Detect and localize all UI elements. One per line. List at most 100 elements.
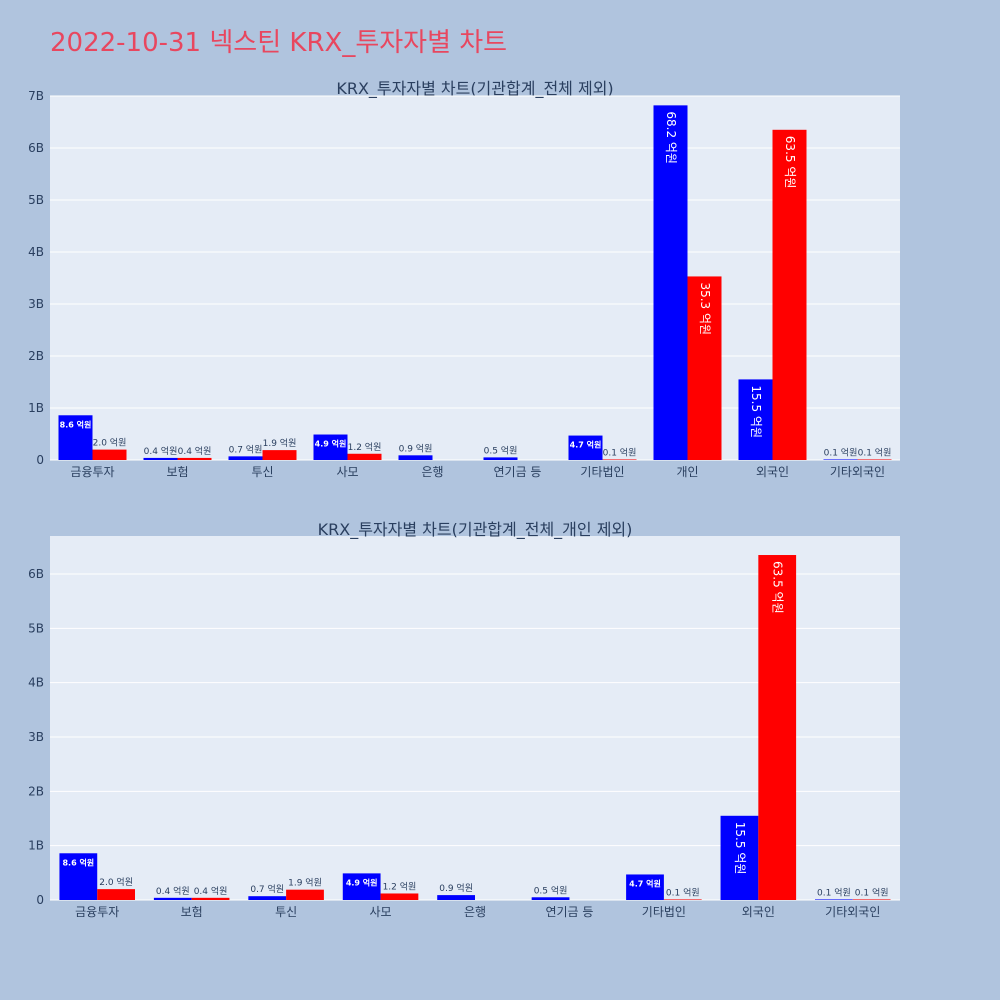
- data-label: 0.1 억원: [855, 886, 889, 898]
- bar-buy: [568, 435, 603, 460]
- data-label: 0.1 억원: [603, 446, 637, 458]
- data-label: 1.9 억원: [263, 437, 297, 449]
- bar-buy: [58, 415, 93, 460]
- data-label: 1.9 억원: [288, 877, 322, 889]
- x-tick-label: 금융투자: [75, 905, 119, 919]
- bar-buy: [738, 379, 773, 460]
- bar-buy: [823, 459, 858, 460]
- data-label: 1.2 억원: [383, 880, 417, 892]
- x-tick-label: 연기금 등: [494, 465, 542, 479]
- data-label: 4.9 억원: [315, 439, 347, 449]
- data-label: 0.7 억원: [250, 883, 284, 895]
- data-label: 0.1 억원: [858, 446, 892, 458]
- x-tick-label: 기타외국인: [830, 465, 885, 479]
- data-label: 1.2 억원: [348, 441, 382, 453]
- data-label: 4.7 억원: [629, 878, 661, 888]
- bar-buy: [815, 899, 853, 900]
- x-tick-label: 기타외국인: [825, 905, 880, 919]
- bar-buy: [313, 434, 348, 460]
- data-label: 0.4 억원: [194, 885, 228, 897]
- y-tick-label: 3B: [28, 297, 44, 311]
- data-label: 63.5 억원: [771, 561, 785, 614]
- x-tick-label: 은행: [421, 464, 443, 479]
- x-tick-label: 사모: [370, 905, 392, 919]
- data-label: 0.1 억원: [824, 446, 858, 458]
- x-tick-label: 투신: [251, 465, 273, 479]
- bar-sell: [177, 457, 212, 460]
- data-label: 0.5 억원: [484, 444, 518, 456]
- bar-sell: [602, 459, 637, 460]
- y-tick-label: 5B: [28, 621, 44, 635]
- data-label: 2.0 억원: [99, 876, 133, 888]
- x-tick-label: 투신: [275, 905, 297, 919]
- y-tick-label: 4B: [28, 676, 44, 690]
- bar-buy: [248, 896, 287, 900]
- y-tick-label: 6B: [28, 141, 44, 155]
- bar-buy: [653, 105, 688, 461]
- data-label: 63.5 억원: [783, 136, 797, 189]
- data-label: 0.5 억원: [534, 884, 568, 896]
- bar-buy: [228, 456, 263, 460]
- y-tick-label: 0: [36, 453, 44, 467]
- page-title: 2022-10-31 넥스틴 KRX_투자자별 차트: [50, 28, 508, 58]
- chart-title: KRX_투자자별 차트(기관합계_전체 제외): [336, 79, 613, 99]
- y-tick-label: 2B: [28, 784, 44, 798]
- bar-sell: [772, 129, 807, 461]
- bar-sell: [852, 899, 891, 900]
- data-label: 0.9 억원: [399, 442, 433, 454]
- y-tick-label: 5B: [28, 193, 44, 207]
- bar-sell: [663, 899, 702, 900]
- data-label: 35.3 억원: [698, 282, 712, 335]
- data-label: 0.4 억원: [178, 445, 212, 457]
- data-label: 4.9 억원: [346, 877, 378, 887]
- bar-buy: [342, 873, 381, 900]
- bar-buy: [143, 457, 178, 460]
- bar-buy: [720, 815, 759, 900]
- x-tick-label: 보험: [166, 465, 188, 479]
- bar-sell: [286, 889, 324, 900]
- data-label: 8.6 억원: [60, 419, 92, 429]
- data-label: 68.2 억원: [664, 111, 678, 164]
- bar-sell: [758, 555, 797, 900]
- bar-sell: [92, 449, 127, 460]
- data-label: 2.0 억원: [93, 437, 127, 449]
- data-label: 0.9 억원: [439, 882, 473, 894]
- y-tick-label: 4B: [28, 245, 44, 259]
- x-tick-label: 금융투자: [70, 465, 114, 479]
- bar-sell: [262, 450, 297, 460]
- y-tick-label: 0: [36, 893, 44, 907]
- x-tick-label: 외국인: [756, 465, 789, 479]
- y-tick-label: 3B: [28, 730, 44, 744]
- bar-buy: [483, 457, 518, 460]
- data-label: 15.5 억원: [733, 822, 747, 875]
- y-tick-label: 1B: [28, 401, 44, 415]
- data-label: 15.5 억원: [749, 385, 763, 438]
- y-tick-label: 7B: [28, 89, 44, 103]
- chart-title: KRX_투자자별 차트(기관합계_전체_개인 제외): [318, 520, 633, 540]
- bar-buy: [59, 853, 98, 900]
- y-tick-label: 2B: [28, 349, 44, 363]
- data-label: 0.7 억원: [229, 443, 263, 455]
- bar-sell: [857, 459, 892, 460]
- y-tick-label: 6B: [28, 567, 44, 581]
- bar-sell: [687, 276, 722, 460]
- bar-buy: [531, 897, 570, 900]
- bar-sell: [191, 897, 230, 900]
- x-tick-label: 연기금 등: [545, 905, 593, 919]
- x-tick-label: 개인: [676, 465, 698, 479]
- x-tick-label: 은행: [464, 904, 486, 919]
- data-label: 0.1 억원: [666, 886, 700, 898]
- y-tick-label: 1B: [28, 839, 44, 853]
- data-label: 8.6 억원: [62, 857, 94, 867]
- data-label: 0.4 억원: [156, 885, 190, 897]
- data-label: 0.1 억원: [817, 886, 851, 898]
- bar-sell: [347, 453, 382, 460]
- bar-buy: [398, 455, 433, 460]
- x-tick-label: 사모: [336, 465, 358, 479]
- bar-buy: [153, 897, 192, 900]
- chart-excluding-individual: KRX_투자자별 차트(기관합계_전체_개인 제외) 0 1B 2B 3B 4B 5B 6B 금…: [28, 520, 900, 919]
- bar-sell: [97, 889, 135, 900]
- x-tick-label: 외국인: [742, 905, 775, 919]
- x-tick-label: 보험: [181, 905, 203, 919]
- bar-sell: [380, 893, 419, 900]
